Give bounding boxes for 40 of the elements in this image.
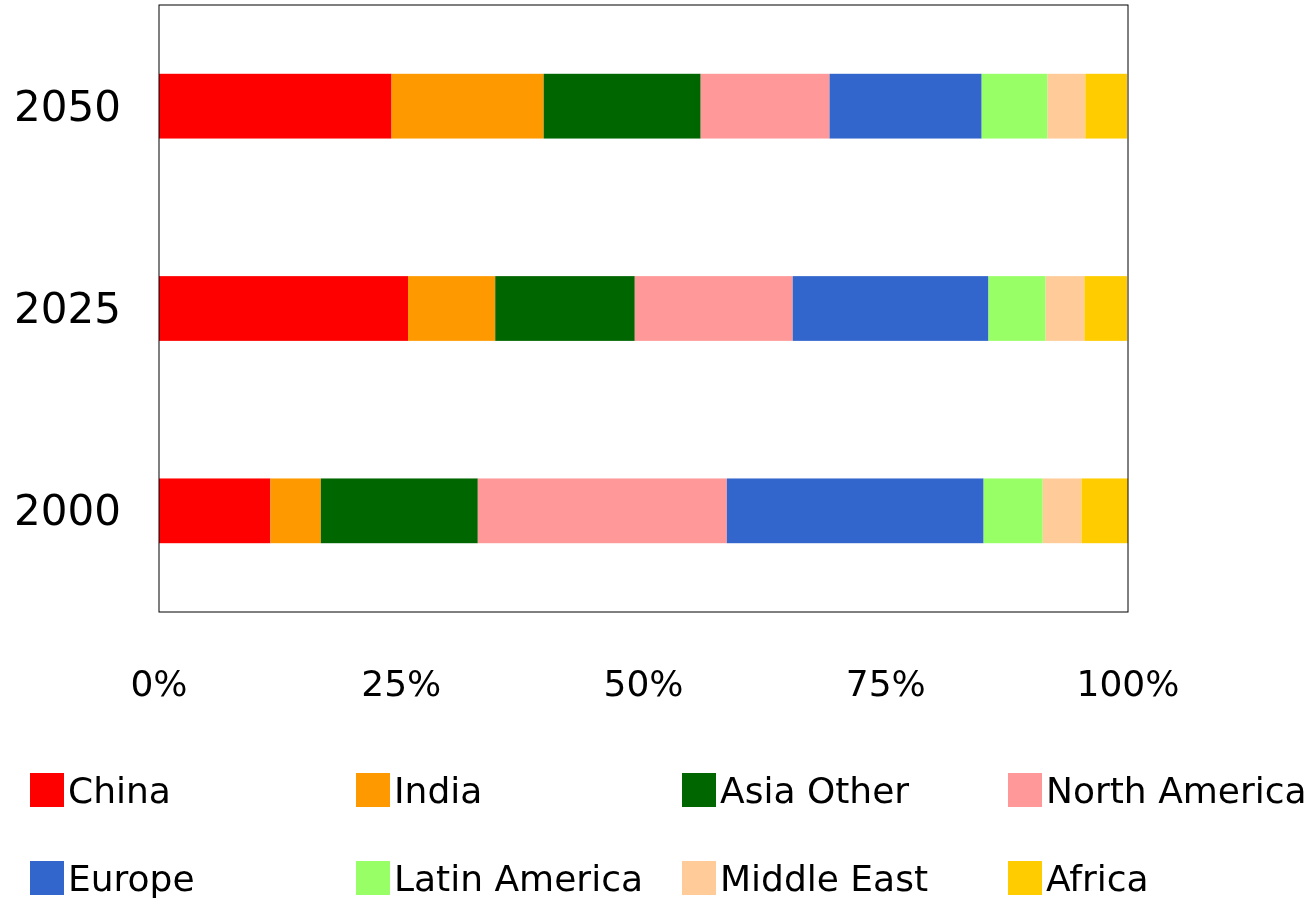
legend-label: China xyxy=(68,769,171,811)
bar xyxy=(477,478,727,544)
bar xyxy=(1045,276,1085,341)
bar xyxy=(495,276,635,341)
bar xyxy=(988,276,1046,341)
bar xyxy=(726,478,984,544)
bar xyxy=(159,478,271,544)
bar xyxy=(700,73,830,139)
bar xyxy=(792,276,989,341)
bar xyxy=(1081,478,1128,544)
legend-label: India xyxy=(394,769,483,811)
y-tick-label: 2000 xyxy=(14,486,121,536)
bar xyxy=(983,478,1043,544)
bar xyxy=(320,478,478,544)
bar xyxy=(159,276,409,341)
legend-label: Middle East xyxy=(720,857,929,899)
bar xyxy=(634,276,793,341)
legend-label: Latin America xyxy=(394,857,643,899)
bar xyxy=(829,73,982,139)
legend-label: North America xyxy=(1046,769,1307,811)
bar xyxy=(543,73,701,139)
bar xyxy=(1047,73,1086,139)
bar xyxy=(159,73,392,139)
x-tick-label: 0% xyxy=(130,662,188,704)
bar xyxy=(981,73,1048,139)
x-tick-label: 25% xyxy=(361,662,442,704)
bar xyxy=(1042,478,1082,544)
y-tick-label: 2025 xyxy=(14,284,121,333)
bar xyxy=(1085,73,1128,139)
bar xyxy=(270,478,321,544)
legend-label: Africa xyxy=(1046,857,1149,899)
x-tick-label: 100% xyxy=(1076,662,1180,704)
legend-label: Europe xyxy=(68,857,195,899)
x-tick-label: 50% xyxy=(603,662,684,704)
legend-label: Asia Other xyxy=(720,769,910,811)
y-tick-label: 2050 xyxy=(14,81,121,131)
bar xyxy=(1084,276,1128,341)
bar xyxy=(391,73,544,139)
bar xyxy=(408,276,496,341)
x-tick-label: 75% xyxy=(845,662,926,704)
